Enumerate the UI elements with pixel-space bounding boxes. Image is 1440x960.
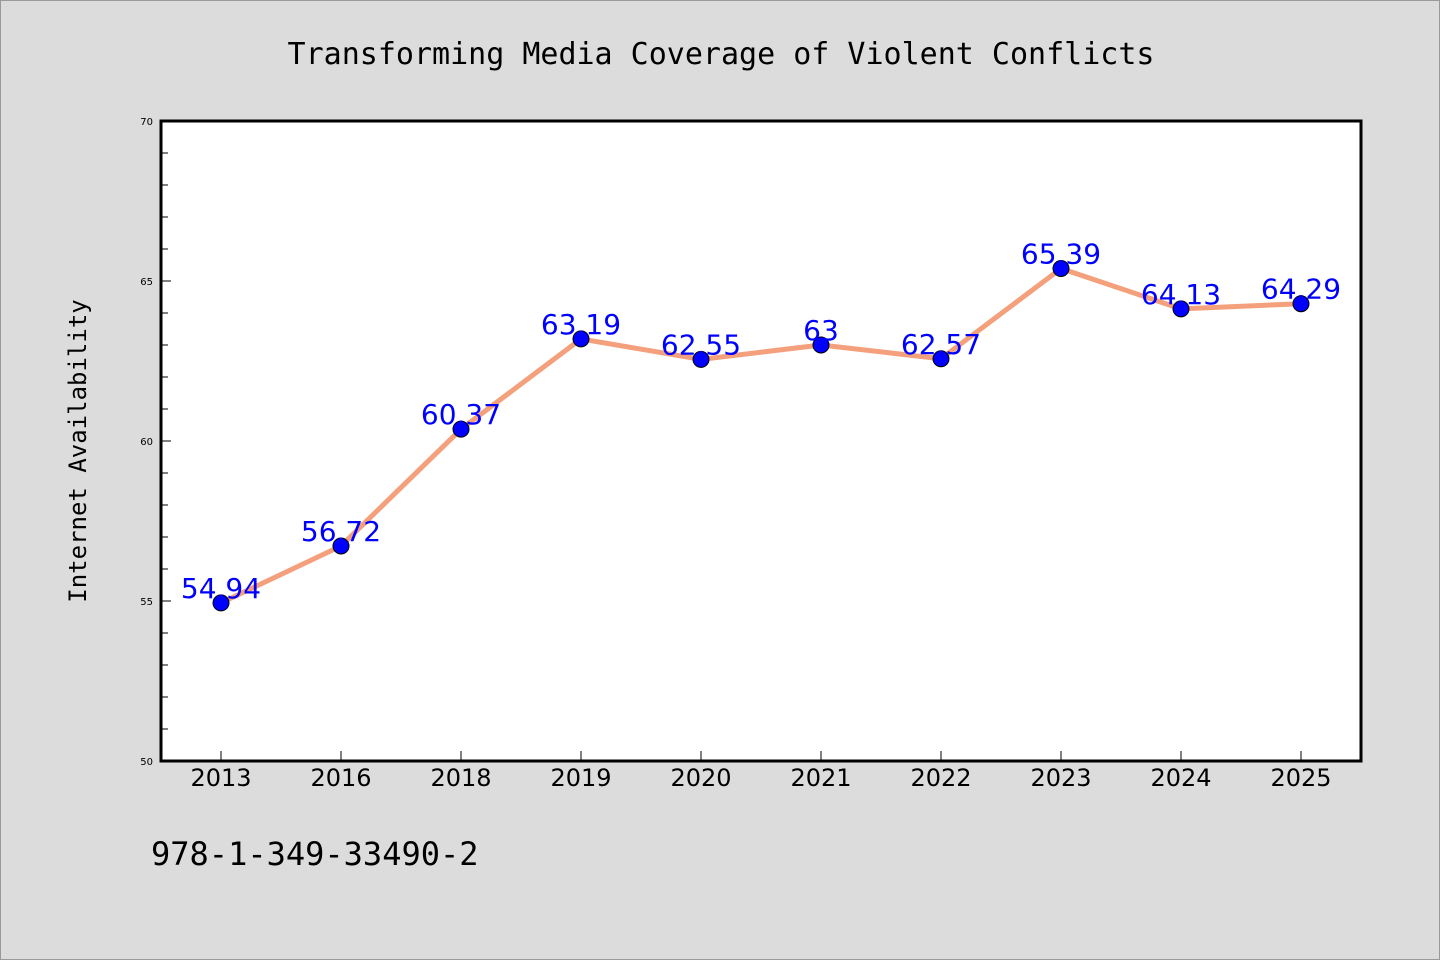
data-point (332, 537, 350, 555)
data-point (692, 350, 710, 368)
data-point (1172, 300, 1190, 318)
data-label: 63 (803, 314, 839, 347)
x-tick-label: 2019 (550, 764, 611, 792)
x-tick-label: 2021 (790, 764, 851, 792)
y-tick-label: 55 (140, 597, 153, 608)
data-label: 63.19 (541, 308, 621, 341)
data-point (812, 336, 830, 354)
data-point (1292, 295, 1310, 313)
data-label: 62.57 (901, 328, 981, 361)
data-point (212, 594, 230, 612)
x-tick-label: 2022 (910, 764, 971, 792)
y-tick-label: 50 (140, 757, 153, 768)
footer-text: 978-1-349-33490-2 (151, 835, 479, 873)
data-point (452, 420, 470, 438)
x-tick-label: 2013 (190, 764, 251, 792)
data-label: 62.55 (661, 328, 741, 361)
data-point (932, 350, 950, 368)
data-label: 64.13 (1141, 278, 1221, 311)
plot-frame (159, 119, 1363, 763)
data-points (212, 260, 1310, 612)
data-label: 65.39 (1021, 238, 1101, 271)
series-line-group (218, 266, 1304, 606)
x-axis-ticks: 2013 2016 2018 2019 2020 2021 2022 2023 2024 2025 (190, 751, 1332, 792)
y-tick-label: 70 (140, 117, 153, 128)
y-tick-label: 60 (140, 437, 153, 448)
series-line (218, 266, 1304, 606)
y-tick-label: 65 (140, 277, 153, 288)
data-labels: 54.94 56.72 60.37 63.19 62.55 63 62.57 65.39 64.… (181, 238, 1341, 605)
x-tick-label: 2016 (310, 764, 371, 792)
data-point (572, 330, 590, 348)
data-label: 54.94 (181, 572, 261, 605)
data-label: 64.29 (1261, 273, 1341, 306)
plot-area (161, 121, 1361, 761)
data-point (1052, 260, 1070, 278)
x-tick-label: 2018 (430, 764, 491, 792)
data-label: 60.37 (421, 398, 501, 431)
x-tick-label: 2025 (1270, 764, 1331, 792)
data-label: 56.72 (301, 515, 381, 548)
x-tick-label: 2020 (670, 764, 731, 792)
chart-title: Transforming Media Coverage of Violent C… (288, 37, 1155, 72)
y-axis-label: Internet Availability (64, 299, 92, 602)
x-tick-label: 2024 (1150, 764, 1211, 792)
x-tick-label: 2023 (1030, 764, 1091, 792)
